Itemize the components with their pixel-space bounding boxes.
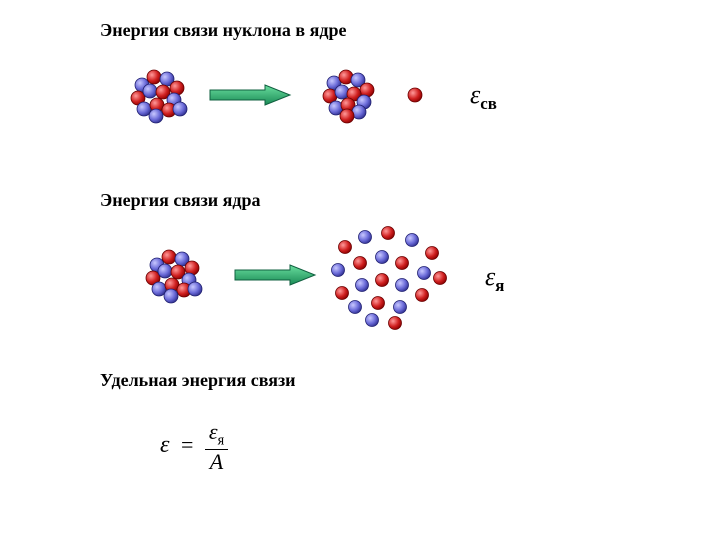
label-eps-ya: εя	[485, 262, 504, 296]
diagram-row-1	[0, 0, 720, 540]
dispersed-cluster	[332, 227, 447, 330]
arrow-1	[210, 85, 290, 105]
cluster-right-1	[323, 70, 374, 123]
ejected-nucleon	[408, 88, 422, 102]
cluster-left-2	[146, 250, 202, 303]
arrow-2	[235, 265, 315, 285]
heading-3: Удельная энергия связи	[100, 370, 296, 391]
label-eps-sv: εсв	[470, 80, 497, 114]
cluster-left-1	[131, 70, 187, 123]
heading-2: Энергия связи ядра	[100, 190, 261, 211]
formula-specific-binding: ε = εя A	[160, 420, 228, 474]
heading-1: Энергия связи нуклона в ядре	[100, 20, 346, 41]
